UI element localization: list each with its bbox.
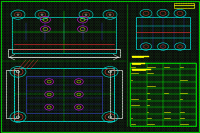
Bar	[130, 63, 196, 126]
Bar	[14, 68, 114, 121]
Bar	[26, 76, 102, 113]
Bar	[8, 49, 120, 57]
Bar	[136, 17, 190, 49]
Bar	[174, 3, 194, 8]
Bar	[6, 70, 18, 118]
Bar	[12, 17, 116, 53]
Bar	[110, 70, 122, 118]
